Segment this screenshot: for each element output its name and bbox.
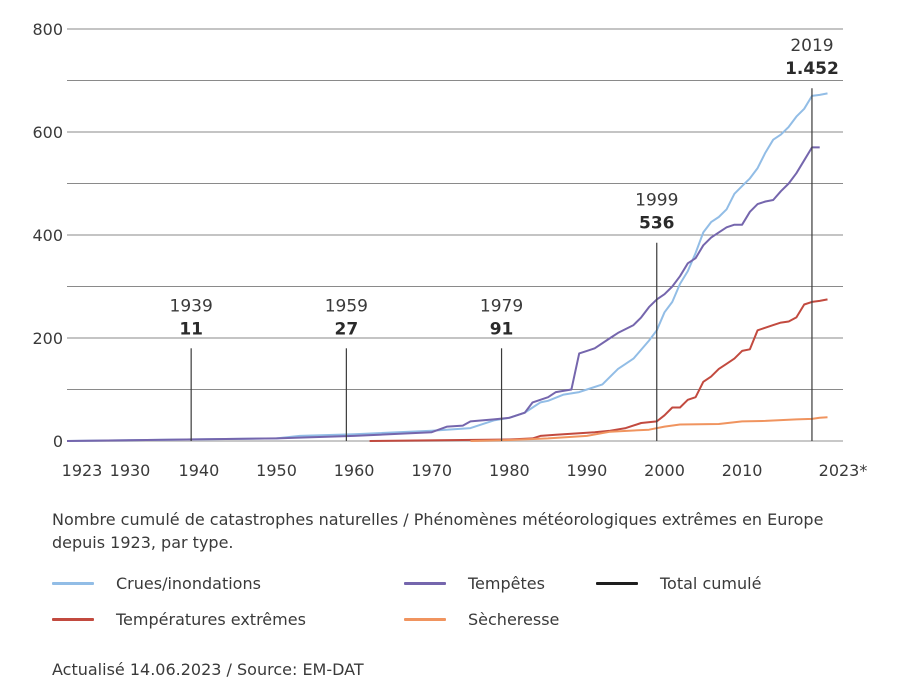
annotation-total: 1.452 [785, 59, 839, 79]
y-tick-label: 200 [32, 329, 63, 348]
legend-swatch [404, 618, 446, 621]
series-lines [66, 92, 828, 442]
legend-label: Tempêtes [468, 574, 545, 593]
legend-item-temperatures: Températures extrêmes [52, 610, 306, 629]
legend-item-total: Total cumulé [596, 574, 761, 593]
x-tick-label: 1960 [334, 461, 375, 480]
legend-swatch [52, 618, 94, 621]
annotation-year: 1979 [480, 296, 523, 316]
x-tick-label: 1990 [567, 461, 608, 480]
x-tick-label: 1930 [110, 461, 151, 480]
legend-label: Crues/inondations [116, 574, 261, 593]
annotation-total: 536 [639, 214, 675, 234]
annotation-total: 91 [490, 319, 514, 339]
series-line-crues-inondations [66, 92, 828, 442]
legend-label: Températures extrêmes [116, 610, 306, 629]
legend-label: Total cumulé [660, 574, 762, 593]
annotation-year: 1939 [170, 296, 213, 316]
series-line-temp-ratures-extr-mes [369, 298, 828, 442]
x-tick-label: 1980 [489, 461, 530, 480]
legend-label: Sècheresse [468, 610, 560, 629]
annotation-year: 2019 [790, 36, 833, 56]
y-axis: 0 200 400 600 800 [32, 20, 63, 451]
legend: Crues/inondations Tempêtes Total cumulé … [52, 574, 872, 634]
x-tick-label: 2023* [819, 461, 868, 480]
x-tick-label: 2000 [644, 461, 685, 480]
legend-item-tempetes: Tempêtes [404, 574, 545, 593]
y-tick-label: 600 [32, 123, 63, 142]
x-tick-label: 1923 [62, 461, 103, 480]
annotation-year: 1999 [635, 191, 678, 211]
series-line-temp-tes [66, 146, 820, 442]
annotations: 1939 11 1959 27 1979 91 1999 536 2019 1.452 [170, 36, 839, 441]
x-tick-label: 1940 [179, 461, 220, 480]
series-line-s-cheresse [470, 416, 828, 442]
legend-item-secheresse: Sècheresse [404, 610, 559, 629]
y-tick-label: 0 [53, 432, 63, 451]
y-tick-label: 400 [32, 226, 63, 245]
legend-item-crues: Crues/inondations [52, 574, 261, 593]
chart-caption: Nombre cumulé de catastrophes naturelles… [52, 510, 824, 552]
annotation-total: 27 [335, 319, 359, 339]
x-axis: 1923 1930 1940 1950 1960 1970 1980 1990 2000 2010… [62, 461, 868, 480]
legend-swatch [404, 582, 446, 585]
x-tick-label: 1970 [411, 461, 452, 480]
annotation-year: 1959 [325, 296, 368, 316]
gridlines [67, 28, 843, 442]
legend-swatch [596, 582, 638, 585]
x-tick-label: 1950 [256, 461, 297, 480]
annotation-total: 11 [179, 319, 203, 339]
x-tick-label: 2010 [722, 461, 763, 480]
source-footer: Actualisé 14.06.2023 / Source: EM-DAT [52, 660, 364, 679]
y-tick-label: 800 [32, 20, 63, 39]
legend-swatch [52, 582, 94, 585]
